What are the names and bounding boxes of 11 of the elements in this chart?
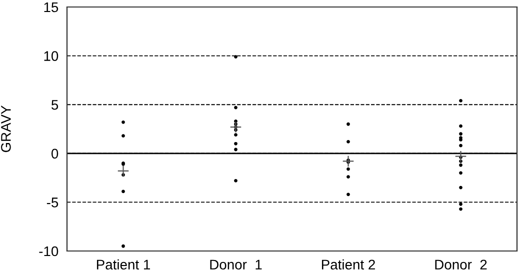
y-tick-label: 15 xyxy=(44,2,58,12)
x-tick-label: Donor 1 xyxy=(210,260,262,270)
y-axis-title: GRAVY xyxy=(1,106,11,152)
x-tick-label: Patient 2 xyxy=(322,259,375,270)
y-tick-label: -10 xyxy=(39,246,58,256)
y-tick-label: 10 xyxy=(44,51,58,61)
y-tick-label: -5 xyxy=(46,198,58,208)
y-tick-label: 5 xyxy=(52,100,58,110)
x-tick-label: Patient 1 xyxy=(96,259,150,270)
x-tick-label: Donor 2 xyxy=(435,260,487,270)
y-tick-label: 0 xyxy=(51,148,58,159)
